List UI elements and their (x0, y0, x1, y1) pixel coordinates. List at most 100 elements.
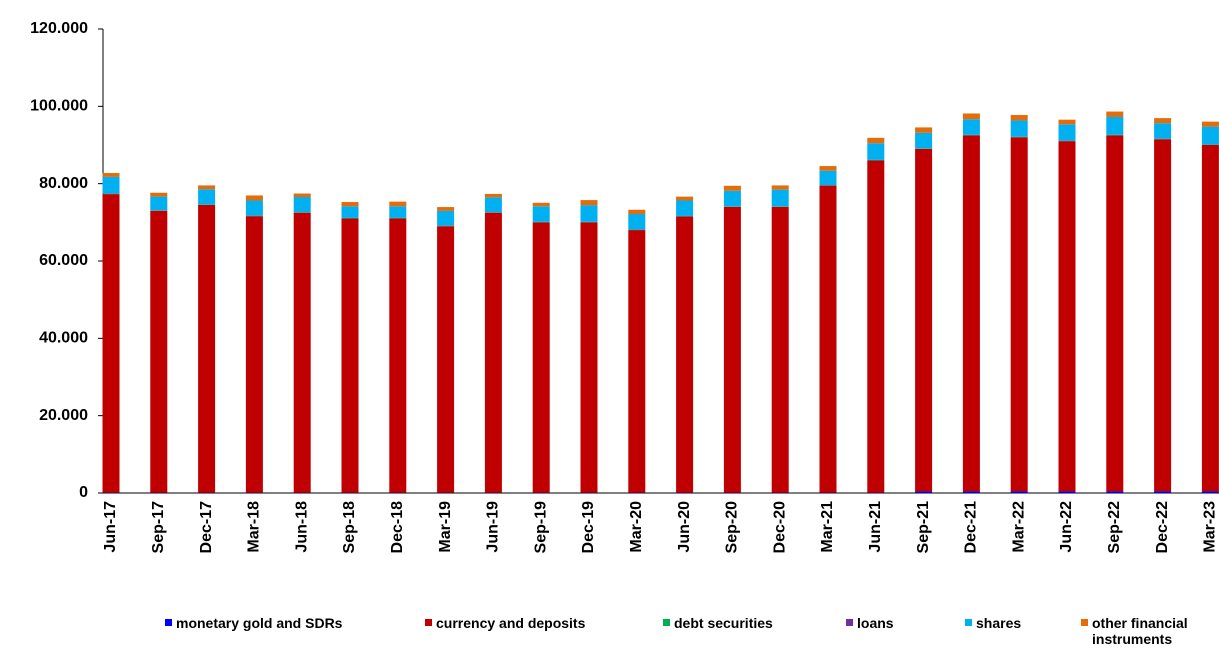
legend-item: shares (965, 615, 1021, 631)
legend-swatch (1081, 619, 1088, 626)
x-tick-label: Sep-18 (341, 501, 358, 554)
legend-swatch (165, 619, 172, 626)
x-tick-label: Sep-19 (532, 501, 549, 554)
bar-segment (1154, 139, 1172, 492)
x-tick-label: Jun-21 (867, 501, 884, 553)
legend-label: debt securities (674, 615, 773, 631)
legend-swatch (663, 619, 670, 626)
legend-item: loans (846, 615, 894, 631)
x-tick-label: Dec-22 (1154, 501, 1171, 554)
bar-segment (437, 207, 455, 211)
bar-segment (1010, 491, 1028, 493)
x-tick-label: Mar-22 (1010, 501, 1027, 553)
x-tick-label: Mar-18 (246, 501, 263, 553)
x-tick-label: Sep-20 (724, 501, 741, 554)
bar-segment (198, 204, 216, 493)
x-tick-label: Sep-22 (1106, 501, 1123, 554)
bar-segment (341, 206, 359, 218)
bar-segment (723, 206, 741, 493)
bar-segment (150, 210, 168, 493)
bar-segment (389, 218, 407, 493)
bar-segment (723, 185, 741, 191)
bar-segment (819, 166, 837, 171)
bar-segment (819, 185, 837, 493)
bar-segment (484, 193, 502, 198)
bar-segment (962, 113, 980, 120)
bar-segment (484, 212, 502, 493)
bar-segment (293, 212, 311, 493)
bar-segment (962, 135, 980, 492)
bar-segment (580, 200, 598, 206)
x-tick-label: Jun-17 (102, 501, 119, 553)
bar-segment (915, 132, 933, 149)
x-tick-label: Mar-21 (819, 501, 836, 553)
legend-label: loans (857, 615, 894, 631)
bar-segment (437, 210, 455, 226)
bar-segment (915, 127, 933, 133)
legend-label: monetary gold and SDRs (176, 615, 343, 631)
x-tick-label: Dec-21 (963, 501, 980, 554)
bar-segment (484, 197, 502, 213)
x-tick-label: Dec-19 (580, 501, 597, 554)
legend-label: currency and deposits (436, 615, 586, 631)
bar-segment (293, 197, 311, 213)
y-tick-label: 40.000 (39, 330, 88, 347)
legend-swatch (965, 619, 972, 626)
x-tick-label: Mar-23 (1202, 501, 1219, 553)
bar-segment (1058, 124, 1076, 141)
bar-segment (102, 173, 120, 177)
y-tick-label: 120.000 (30, 20, 88, 37)
bar-segment (1058, 491, 1076, 493)
x-tick-label: Jun-22 (1058, 501, 1075, 553)
legend-label: shares (976, 615, 1022, 631)
bar-segment (867, 160, 885, 493)
bar-segment (580, 222, 598, 493)
bar-segment (1010, 115, 1028, 121)
legend-item: debt securities (663, 615, 773, 631)
bar-segment (389, 201, 407, 207)
bar-segment (389, 206, 407, 218)
bar-segment (532, 202, 550, 207)
x-tick-label: Sep-21 (915, 501, 932, 554)
bar-segment (245, 216, 263, 493)
legend-item: other financial instruments (1081, 615, 1211, 647)
legend-swatch (846, 619, 853, 626)
bar-segment (1106, 116, 1124, 135)
bar-segment (1010, 120, 1028, 137)
y-tick-label: 100.000 (30, 98, 88, 115)
bar-segment (245, 200, 263, 216)
bar-segment (1106, 491, 1124, 493)
bar-segment (1058, 119, 1076, 125)
x-tick-label: Jun-18 (293, 501, 310, 553)
y-tick-label: 0 (79, 484, 88, 501)
bar-segment (915, 148, 933, 492)
bar-segment (532, 206, 550, 222)
x-tick-label: Mar-20 (628, 501, 645, 553)
x-tick-label: Dec-17 (198, 501, 215, 554)
bar-segment (962, 119, 980, 135)
y-tick-label: 80.000 (39, 175, 88, 192)
legend-item: monetary gold and SDRs (165, 615, 342, 631)
bar-segment (341, 202, 359, 207)
bar-segment (1154, 123, 1172, 139)
x-tick-label: Jun-19 (485, 501, 502, 553)
bar-segment (1010, 137, 1028, 492)
bar-segment (628, 214, 646, 230)
bar-segment (150, 196, 168, 211)
bar-segment (676, 196, 694, 201)
y-tick-label: 60.000 (39, 252, 88, 269)
bar-segment (293, 193, 311, 198)
bar-segment (1106, 135, 1124, 492)
bar-segment (723, 190, 741, 207)
bar-segment (962, 491, 980, 493)
x-tick-label: Dec-18 (389, 501, 406, 554)
bar-segment (150, 192, 168, 197)
bar-segment (102, 194, 120, 493)
bar-segment (341, 218, 359, 493)
y-tick-label: 20.000 (39, 407, 88, 424)
bar-segment (628, 230, 646, 493)
legend-label: other financial instruments (1092, 615, 1188, 647)
bar-segment (198, 185, 216, 190)
bar-segment (1154, 118, 1172, 124)
